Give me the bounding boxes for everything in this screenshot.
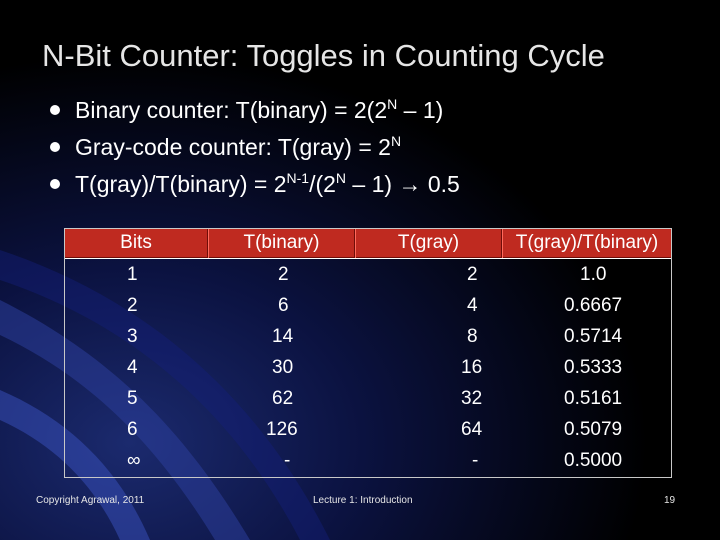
table-row: 2 6 4 0.6667 [64, 290, 672, 321]
cell-t-gray: 64 [461, 418, 483, 440]
cell-t-binary: 30 [272, 356, 294, 378]
bullet-text-mid: /(2 [309, 171, 336, 197]
bullet-text-pre: T(gray)/T(binary) = 2 [75, 171, 287, 197]
cell-bits: 3 [127, 325, 138, 347]
cell-bits: 2 [127, 294, 138, 316]
cell-t-binary: 126 [266, 418, 298, 440]
bullet-dot-icon [50, 179, 60, 189]
bullet-ratio: T(gray)/T(binary) = 2N-1/(2N – 1) → 0.5 [50, 169, 460, 206]
header-t-binary: T(binary) [208, 228, 355, 259]
table-row: 5 62 32 0.5161 [64, 383, 672, 414]
table-row: 1 2 2 1.0 [64, 259, 672, 291]
bullet-text-pre: Binary counter: T(binary) = 2(2 [75, 97, 388, 123]
cell-t-binary: 62 [272, 387, 294, 409]
cell-ratio: 1.0 [580, 263, 607, 285]
cell-t-binary: 14 [272, 325, 294, 347]
footer-lecture: Lecture 1: Introduction [313, 495, 413, 506]
table-header-row: Bits T(binary) T(gray) T(gray)/T(binary) [64, 228, 672, 259]
cell-t-gray: 4 [467, 294, 478, 316]
bullet-superscript: N [335, 170, 347, 186]
bullet-text-pre: Gray-code counter: T(gray) = 2 [75, 134, 391, 160]
bullet-gray-counter: Gray-code counter: T(gray) = 2N [50, 132, 460, 169]
bullet-dot-icon [50, 105, 60, 115]
cell-ratio: 0.5333 [564, 356, 623, 378]
header-bits: Bits [64, 228, 208, 259]
toggle-count-table: Bits T(binary) T(gray) T(gray)/T(binary)… [64, 228, 672, 476]
cell-t-binary: 2 [278, 263, 289, 285]
header-ratio: T(gray)/T(binary) [502, 228, 672, 259]
cell-ratio: 0.6667 [564, 294, 623, 316]
cell-ratio: 0.5000 [564, 449, 623, 471]
header-t-gray: T(gray) [355, 228, 502, 259]
cell-t-gray: 16 [461, 356, 483, 378]
bullet-list: Binary counter: T(binary) = 2(2N – 1) Gr… [50, 95, 460, 206]
footer-page-number: 19 [664, 495, 676, 506]
cell-t-gray: 32 [461, 387, 483, 409]
bullet-text-post: – 1) → 0.5 [346, 171, 460, 197]
bullet-dot-icon [50, 142, 60, 152]
bullet-superscript: N [387, 96, 398, 112]
bullet-binary-counter: Binary counter: T(binary) = 2(2N – 1) [50, 95, 460, 132]
cell-bits: 5 [127, 387, 138, 409]
table-row: ∞ - - 0.5000 [64, 445, 672, 476]
cell-ratio: 0.5714 [564, 325, 623, 347]
cell-t-gray: 2 [467, 263, 478, 285]
cell-bits: 4 [127, 356, 138, 378]
bullet-superscript: N [390, 133, 402, 149]
table-row: 4 30 16 0.5333 [64, 352, 672, 383]
cell-ratio: 0.5161 [564, 387, 623, 409]
cell-ratio: 0.5079 [564, 418, 623, 440]
cell-bits: 6 [127, 418, 138, 440]
bullet-text-post: – 1) [397, 97, 444, 123]
table-row: 3 14 8 0.5714 [64, 321, 672, 352]
cell-t-gray: - [472, 449, 479, 471]
cell-bits: ∞ [127, 449, 141, 471]
cell-t-binary: 6 [278, 294, 289, 316]
cell-t-gray: 8 [467, 325, 478, 347]
bullet-superscript: N-1 [286, 170, 310, 186]
cell-t-binary: - [284, 449, 291, 471]
slide-title: N-Bit Counter: Toggles in Counting Cycle [42, 38, 605, 73]
table-row: 6 126 64 0.5079 [64, 414, 672, 445]
cell-bits: 1 [127, 263, 138, 285]
footer-copyright: Copyright Agrawal, 2011 [36, 495, 145, 506]
